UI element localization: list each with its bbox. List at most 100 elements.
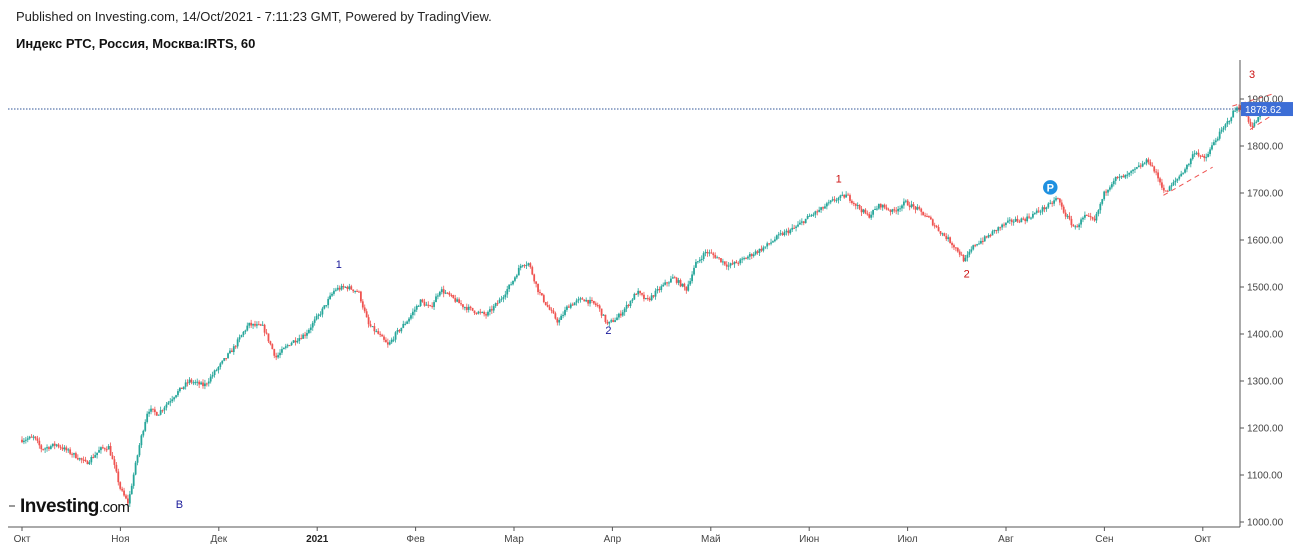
candle	[1032, 210, 1034, 219]
candle	[32, 434, 35, 441]
candle	[1186, 163, 1188, 173]
candle	[1172, 179, 1175, 186]
candle	[648, 296, 651, 302]
candle	[960, 251, 963, 256]
candle	[683, 282, 686, 291]
candle	[417, 304, 420, 307]
candle	[496, 300, 499, 306]
candle	[1132, 169, 1134, 175]
candle	[467, 304, 470, 313]
candle	[781, 231, 784, 236]
candle	[448, 291, 451, 297]
candle	[1055, 195, 1057, 202]
candle	[793, 224, 796, 229]
candle	[1026, 213, 1029, 223]
candle	[86, 460, 89, 465]
candle	[1199, 154, 1202, 159]
candle	[733, 261, 736, 268]
candle	[567, 304, 570, 308]
candle	[49, 444, 52, 450]
candle	[259, 323, 262, 327]
candle	[273, 348, 276, 359]
price-axis[interactable]: 1000.00 1100.00 1200.00 1300.00 1400.00 1500.…	[1239, 60, 1293, 529]
candle	[1139, 163, 1142, 169]
candle	[178, 387, 181, 393]
candle	[1010, 218, 1013, 226]
candle	[652, 294, 655, 299]
candle	[764, 246, 767, 250]
candle	[361, 299, 364, 310]
candle	[874, 206, 876, 210]
candle	[1022, 216, 1025, 221]
candle	[943, 232, 946, 237]
pivot-circle	[1041, 178, 1060, 197]
candle	[408, 316, 410, 324]
candle	[1228, 120, 1231, 125]
candle	[1060, 199, 1063, 210]
candle	[290, 341, 293, 346]
candle	[639, 290, 642, 296]
candle	[662, 282, 665, 287]
candle	[388, 340, 391, 346]
candle	[44, 447, 47, 453]
candle	[406, 320, 409, 325]
candle	[1074, 224, 1077, 230]
candle	[537, 283, 539, 295]
candle	[1112, 178, 1115, 187]
candle	[1207, 151, 1210, 158]
candle	[1078, 222, 1081, 231]
candle	[818, 206, 821, 213]
candle	[980, 237, 982, 245]
candle	[820, 206, 823, 213]
candle	[396, 327, 399, 335]
investing-logo: Investing.com	[9, 496, 130, 517]
candle	[246, 322, 249, 332]
candle	[1232, 110, 1235, 118]
candle	[1064, 209, 1067, 220]
candle	[877, 203, 880, 210]
candle	[142, 429, 145, 438]
candle	[1189, 157, 1192, 168]
candle	[723, 261, 726, 267]
candle	[644, 297, 647, 300]
candle	[94, 451, 97, 458]
candle	[227, 352, 229, 359]
candle	[1141, 160, 1144, 168]
candle	[242, 330, 245, 338]
time-axis[interactable]: Окт Ноя Дек 2021 Фев Мар Апр Май Июн Июл Авг Сен Окт	[8, 526, 1240, 545]
candle	[217, 366, 220, 374]
candle	[494, 302, 497, 308]
candle	[284, 343, 287, 350]
candle	[681, 283, 684, 288]
candle	[169, 398, 172, 407]
candle	[1249, 118, 1252, 128]
candle	[200, 381, 202, 385]
candle	[800, 218, 803, 226]
candle	[288, 344, 291, 347]
candle	[1164, 190, 1167, 192]
candle	[504, 290, 507, 300]
time-tick-label: Сен	[1095, 534, 1113, 545]
candle	[207, 378, 210, 387]
candle	[67, 447, 70, 453]
candle	[916, 204, 919, 211]
candle	[458, 297, 460, 304]
candle	[1128, 172, 1131, 178]
candle	[802, 220, 805, 226]
candle	[146, 411, 149, 424]
candle	[440, 286, 443, 295]
candle	[721, 258, 724, 266]
candle	[423, 298, 426, 307]
candle	[1214, 137, 1217, 146]
candle	[706, 249, 709, 257]
candle	[1211, 142, 1213, 151]
candle	[359, 290, 362, 304]
candle	[202, 379, 204, 389]
candle	[1087, 212, 1090, 218]
candle	[777, 231, 780, 239]
candle	[1257, 116, 1260, 123]
candle	[75, 451, 77, 459]
candle	[1147, 157, 1150, 165]
candle	[566, 305, 568, 312]
